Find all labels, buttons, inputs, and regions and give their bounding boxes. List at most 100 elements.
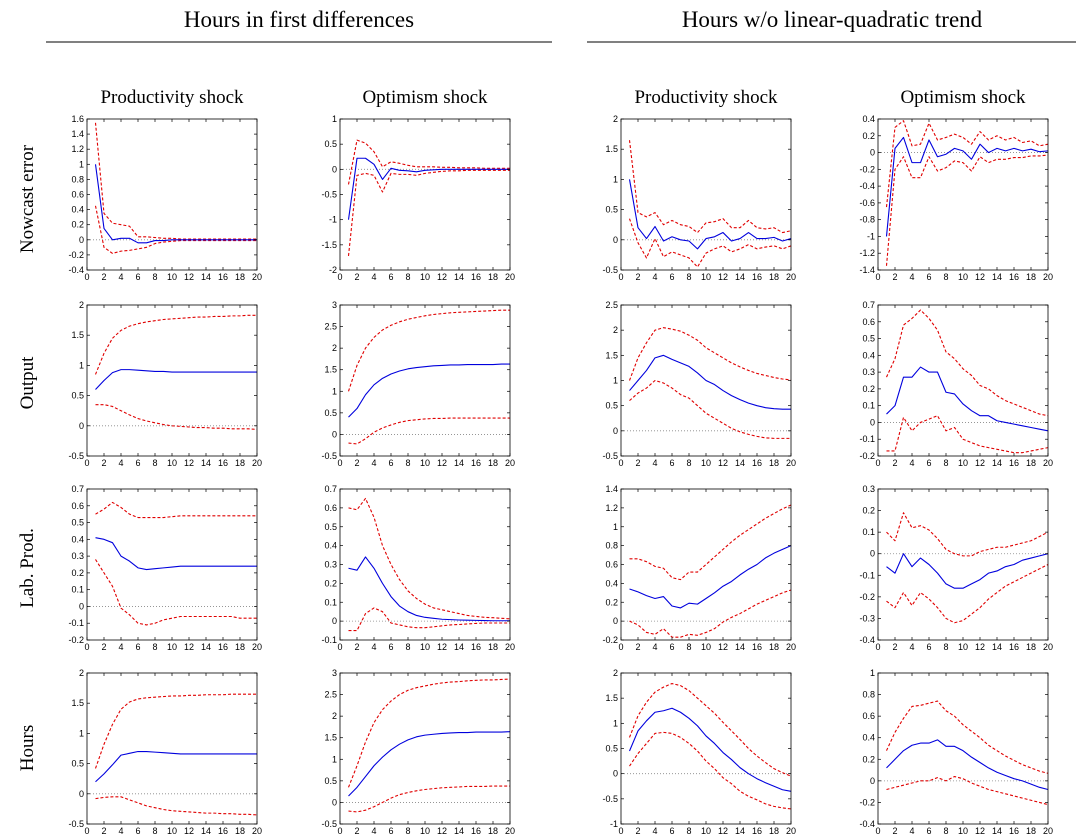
x-tick-label: 12 [975, 458, 985, 468]
y-tick-label: -0.5 [321, 819, 337, 829]
x-tick-label: 18 [1026, 272, 1036, 282]
x-tick-label: 4 [118, 826, 123, 836]
x-tick-label: 2 [635, 458, 640, 468]
x-tick-label: 12 [975, 826, 985, 836]
x-tick-label: 8 [943, 642, 948, 652]
x-tick-label: 4 [652, 642, 657, 652]
lower-band-line [95, 404, 258, 430]
y-tick-label: 1 [79, 360, 84, 370]
x-tick-label: 18 [488, 272, 498, 282]
upper-band-line [628, 683, 792, 777]
x-tick-label: 2 [101, 272, 106, 282]
x-tick-label: 20 [1043, 458, 1053, 468]
x-tick-label: 0 [84, 642, 89, 652]
lower-band-line [95, 796, 258, 816]
lower-band-line [347, 169, 510, 256]
median-line [628, 707, 792, 792]
lower-band-line [94, 205, 257, 254]
x-tick-label: 16 [1009, 642, 1019, 652]
median-line [886, 553, 1049, 589]
y-tick-label: 0.5 [71, 759, 84, 769]
x-tick-label: 0 [618, 826, 623, 836]
y-tick-label: 0 [79, 789, 84, 799]
y-tick-label: 0.3 [324, 560, 337, 570]
plot-frame [339, 672, 511, 825]
y-tick-label: -2 [329, 265, 337, 275]
x-tick-label: 6 [669, 826, 674, 836]
y-tick-label: -0.2 [859, 451, 875, 461]
x-tick-label: 14 [735, 272, 745, 282]
panel-nowcast-error-productivity-1: 0 2 4 6 8 10 12 14 16 18 20 -0.4 -0.2 0 0.2 0.4 0.6 0.8 1 1… [68, 114, 262, 282]
y-tick-label: 1.5 [605, 350, 618, 360]
y-tick-label: 2 [332, 343, 337, 353]
y-tick-label: 0.8 [71, 174, 84, 184]
x-tick-label: 12 [718, 826, 728, 836]
lower-band-line [885, 154, 1049, 266]
y-tick-label: 1.4 [605, 484, 618, 494]
x-tick-label: 20 [252, 272, 262, 282]
panel-output-productivity-2: 0 2 4 6 8 10 12 14 16 18 20-0.500.511.522.5 [602, 300, 796, 468]
y-tick-label: 0.4 [71, 205, 84, 215]
y-tick-label: 0.5 [605, 401, 618, 411]
y-tick-label: -0.2 [68, 250, 84, 260]
x-tick-label: 8 [152, 458, 157, 468]
y-tick-label: 1 [613, 376, 618, 386]
y-tick-label: -1 [867, 231, 875, 241]
panel-hours-productivity-1: 0 2 4 6 8 10 12 14 16 18 20-0.500.511.52 [68, 668, 262, 836]
x-tick-label: 4 [371, 458, 376, 468]
plot-frame [877, 488, 1049, 641]
y-tick-label: 0 [613, 616, 618, 626]
x-tick-label: 0 [875, 642, 880, 652]
x-tick-label: 10 [167, 272, 177, 282]
x-tick-label: 10 [701, 272, 711, 282]
lower-band-line [628, 218, 792, 268]
x-tick-label: 10 [420, 272, 430, 282]
upper-band-line [629, 504, 792, 581]
panel-output-optimism-1: 0 2 4 6 8 10 12 14 16 18 20-0.500.511.522.53 [321, 300, 515, 468]
row-label-nowcast-error: Nowcast error [17, 144, 38, 253]
x-tick-label: 8 [686, 826, 691, 836]
x-tick-label: 20 [505, 272, 515, 282]
x-tick-label: 16 [752, 826, 762, 836]
x-tick-label: 10 [701, 458, 711, 468]
y-tick-label: 0.5 [324, 408, 337, 418]
x-tick-label: 18 [488, 458, 498, 468]
y-tick-label: -0.5 [321, 451, 337, 461]
x-tick-label: 2 [354, 272, 359, 282]
y-tick-label: 0.2 [324, 578, 337, 588]
x-tick-label: 6 [135, 642, 140, 652]
x-tick-label: 14 [735, 826, 745, 836]
x-tick-label: 14 [454, 642, 464, 652]
x-tick-label: 20 [786, 826, 796, 836]
y-tick-label: 1.2 [605, 503, 618, 513]
x-tick-label: 6 [135, 272, 140, 282]
y-tick-label: 0.2 [862, 384, 875, 394]
x-tick-label: 12 [718, 458, 728, 468]
x-tick-label: 20 [786, 642, 796, 652]
x-tick-label: 8 [152, 272, 157, 282]
lower-band-line [348, 607, 510, 632]
x-tick-label: 2 [892, 458, 897, 468]
x-tick-label: 6 [926, 272, 931, 282]
y-tick-label: 0.1 [324, 597, 337, 607]
x-tick-label: 14 [454, 826, 464, 836]
x-tick-label: 4 [909, 272, 914, 282]
y-tick-label: -0.5 [321, 190, 337, 200]
x-tick-label: 18 [1026, 826, 1036, 836]
x-tick-label: 6 [135, 826, 140, 836]
panel-lab-prod-optimism-1: 0 2 4 6 8 10 12 14 16 18 20-0.100.10.20.30.40.50.6… [321, 484, 515, 652]
y-tick-label: 1.4 [71, 129, 84, 139]
x-tick-label: 8 [686, 642, 691, 652]
y-tick-label: -0.1 [68, 618, 84, 628]
y-tick-label: 0.6 [324, 503, 337, 513]
x-tick-label: 12 [975, 642, 985, 652]
x-tick-label: 4 [909, 458, 914, 468]
panel-lab-prod-optimism-2: 0 2 4 6 8 10 12 14 16 18 20 -0.4 -0.3 -0.2 -0.1 0 0.1 0.2… [859, 484, 1053, 652]
x-tick-label: 4 [652, 458, 657, 468]
x-tick-label: 4 [371, 826, 376, 836]
x-tick-label: 14 [201, 826, 211, 836]
x-tick-label: 6 [388, 272, 393, 282]
x-tick-label: 2 [354, 826, 359, 836]
median-line [348, 556, 510, 622]
y-tick-label: 2 [613, 325, 618, 335]
